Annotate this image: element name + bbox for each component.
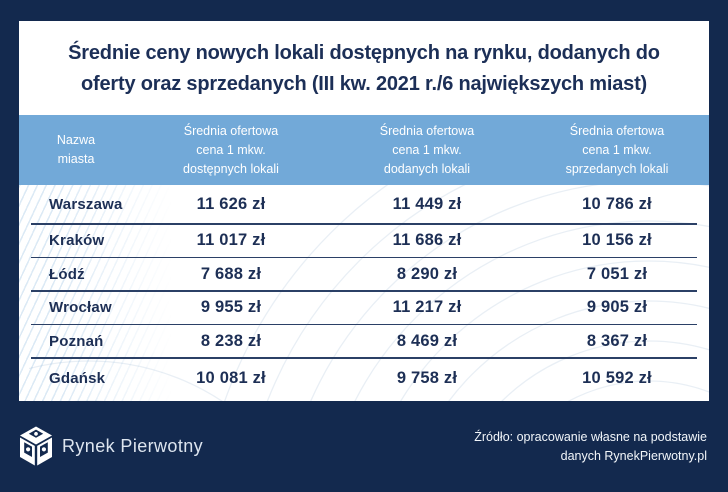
title-line-2: oferty oraz sprzedanych (III kw. 2021 r.…	[81, 73, 647, 95]
price-available: 9 955 zł	[200, 298, 262, 316]
table-row: Kraków 11 017 zł 11 686 zł 10 156 zł	[19, 225, 709, 257]
source-note: Źródło: opracowanie własne na podstawie …	[474, 428, 707, 466]
price-available: 8 238 zł	[200, 331, 262, 350]
price-added: 11 449 zł	[392, 194, 462, 213]
price-available: 10 081 zł	[196, 369, 266, 387]
price-available: 11 017 zł	[196, 231, 266, 249]
price-sold: 10 592 zł	[582, 369, 652, 387]
source-line-2: danych RynekPierwotny.pl	[560, 448, 707, 463]
row-divider	[31, 223, 697, 225]
price-sold: 10 156 zł	[582, 231, 652, 249]
table-row: Wrocław 9 955 zł 11 217 zł 9 905 zł	[19, 292, 709, 324]
price-sold: 7 051 zł	[586, 264, 648, 283]
price-added: 11 217 zł	[392, 298, 462, 316]
price-added: 9 758 zł	[396, 369, 458, 387]
row-divider	[31, 256, 697, 258]
price-table-card: Średnie ceny nowych lokali dostępnych na…	[19, 21, 709, 401]
column-header-available: Średnia ofertowa cena 1 mkw. dostępnych …	[183, 123, 279, 176]
table-row: Warszawa 11 626 zł 11 449 zł 10 786 zł	[19, 185, 709, 223]
table-row: Łódź 7 688 zł 8 290 zł 7 051 zł	[19, 258, 709, 290]
infographic-title: Średnie ceny nowych lokali dostępnych na…	[19, 21, 709, 100]
table-header: Nazwa miasta Średnia ofertowa cena 1 mkw…	[19, 115, 709, 185]
column-header-sold: Średnia ofertowa cena 1 mkw. sprzedanych…	[565, 123, 669, 176]
column-header-city: Nazwa miasta	[56, 133, 96, 166]
city-name: Wrocław	[49, 299, 112, 316]
city-name: Kraków	[49, 232, 105, 249]
price-available: 7 688 zł	[200, 264, 262, 283]
city-name: Łódź	[49, 265, 85, 283]
brand-cube-icon	[20, 426, 52, 466]
table-row: Gdańsk 10 081 zł 9 758 zł 10 592 zł	[19, 359, 709, 399]
table-body: Warszawa 11 626 zł 11 449 zł 10 786 zł K…	[19, 185, 709, 401]
price-added: 8 469 zł	[396, 331, 458, 350]
price-added: 11 686 zł	[392, 231, 462, 249]
city-name: Gdańsk	[49, 370, 106, 387]
price-added: 8 290 zł	[396, 264, 458, 283]
price-sold: 9 905 zł	[586, 298, 648, 316]
brand-name: Rynek Pierwotny	[62, 436, 204, 456]
row-divider	[31, 290, 697, 292]
brand-logo: Rynek Pierwotny	[19, 426, 203, 467]
footer: Rynek Pierwotny Źródło: opracowanie włas…	[19, 401, 707, 492]
row-divider	[31, 323, 697, 325]
price-sold: 10 786 zł	[582, 194, 652, 213]
city-name: Poznań	[49, 332, 104, 350]
price-available: 11 626 zł	[196, 194, 266, 213]
row-divider	[31, 357, 697, 359]
table-row: Poznań 8 238 zł 8 469 zł 8 367 zł	[19, 325, 709, 357]
city-name: Warszawa	[49, 195, 123, 213]
title-line-1: Średnie ceny nowych lokali dostępnych na…	[68, 42, 660, 64]
source-line-1: Źródło: opracowanie własne na podstawie	[474, 429, 707, 444]
column-header-added: Średnia ofertowa cena 1 mkw. dodanych lo…	[379, 123, 475, 176]
price-sold: 8 367 zł	[586, 331, 648, 350]
